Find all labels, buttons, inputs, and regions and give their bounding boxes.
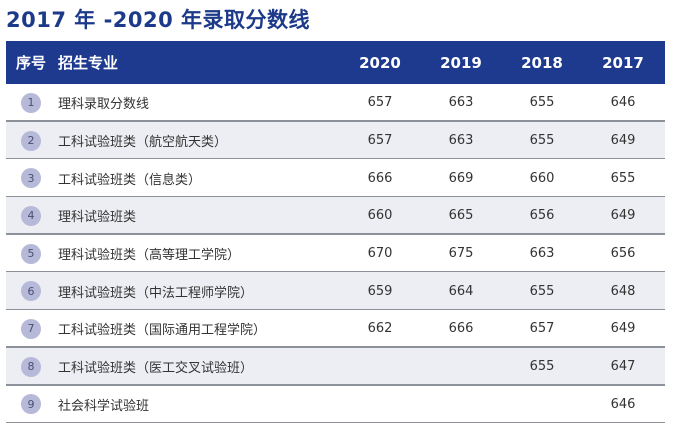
row-index-badge: 4	[21, 205, 41, 226]
score-2017: 655	[610, 170, 636, 186]
row-major: 工科试验班类（航空航天类）	[58, 135, 228, 151]
score-2019: 663	[448, 95, 474, 111]
score-2018: 656	[529, 208, 555, 224]
row-index-badge: 7	[21, 318, 41, 339]
header-index: 序号	[16, 54, 47, 72]
score-2020: 670	[367, 246, 393, 262]
row-index-badge: 2	[21, 130, 41, 151]
table-row: 8 工科试验班类（医工交叉试验班） 655 647	[6, 347, 665, 386]
row-major: 工科试验班类（医工交叉试验班）	[58, 361, 254, 377]
row-index-badge: 1	[21, 92, 41, 113]
table-row: 5 理科试验班类（高等理工学院） 670 675 663 656	[6, 235, 665, 273]
table-row: 2 工科试验班类（航空航天类） 657 663 655 649	[6, 121, 665, 160]
header-year-2017: 2017	[602, 53, 644, 72]
table-row: 9 社会科学试验班 646	[6, 386, 665, 424]
score-2020: 660	[367, 208, 393, 224]
row-index-badge: 6	[21, 281, 41, 302]
header-year-2019: 2019	[440, 53, 482, 72]
header-year-2020: 2020	[359, 53, 401, 72]
table-row: 1 理科录取分数线 657 663 655 646	[6, 84, 665, 122]
score-2017: 648	[610, 283, 636, 299]
row-major: 工科试验班类（国际通用工程学院）	[58, 323, 267, 339]
page-title: 2017 年 -2020 年录取分数线	[6, 8, 311, 32]
row-major: 工科试验班类（信息类）	[58, 172, 202, 188]
row-index-badge: 5	[21, 243, 41, 264]
score-2019: 663	[448, 133, 474, 149]
score-2020: 657	[367, 95, 393, 111]
row-major: 理科试验班类（高等理工学院）	[58, 248, 241, 264]
table-row: 3 工科试验班类（信息类） 666 669 660 655	[6, 159, 665, 197]
row-index-badge: 9	[21, 394, 41, 415]
score-2019: 669	[448, 170, 474, 186]
table-row: 6 理科试验班类（中法工程师学院） 659 664 655 648	[6, 272, 665, 311]
table-header: 序号 招生专业 2020 2019 2018 2017	[6, 41, 665, 84]
score-2020: 666	[367, 170, 393, 186]
header-major: 招生专业	[58, 54, 119, 72]
score-2017: 649	[610, 208, 636, 224]
score-2018: 655	[529, 133, 555, 149]
score-2017: 646	[610, 95, 636, 111]
row-major: 理科试验班类	[58, 210, 137, 226]
score-2017: 646	[610, 396, 636, 412]
score-2019: 675	[448, 246, 474, 262]
score-2017: 647	[610, 359, 636, 375]
score-2019: 664	[448, 283, 474, 299]
score-2020: 657	[367, 133, 393, 149]
score-2017: 649	[610, 133, 636, 149]
score-2019: 665	[448, 208, 474, 224]
score-2020: 662	[367, 321, 393, 337]
row-index-badge: 8	[21, 356, 41, 377]
score-2019: 666	[448, 321, 474, 337]
score-2018: 660	[529, 170, 555, 186]
table-row: 4 理科试验班类 660 665 656 649	[6, 197, 665, 235]
header-year-2018: 2018	[521, 53, 563, 72]
score-2017: 649	[610, 321, 636, 337]
score-2018: 655	[529, 95, 555, 111]
score-2018: 655	[529, 283, 555, 299]
score-2018: 655	[529, 359, 555, 375]
row-major: 理科试验班类（中法工程师学院）	[58, 285, 254, 301]
row-major: 社会科学试验班	[58, 398, 150, 414]
score-2020: 659	[367, 283, 393, 299]
table-row: 7 工科试验班类（国际通用工程学院） 662 666 657 649	[6, 310, 665, 348]
admission-score-table: 序号 招生专业 2020 2019 2018 2017 1 理科录取分数线 65…	[6, 41, 665, 423]
row-index-badge: 3	[21, 168, 41, 189]
row-major: 理科录取分数线	[58, 97, 150, 113]
score-2018: 663	[529, 246, 555, 262]
score-2017: 656	[610, 246, 636, 262]
score-2018: 657	[529, 321, 555, 337]
